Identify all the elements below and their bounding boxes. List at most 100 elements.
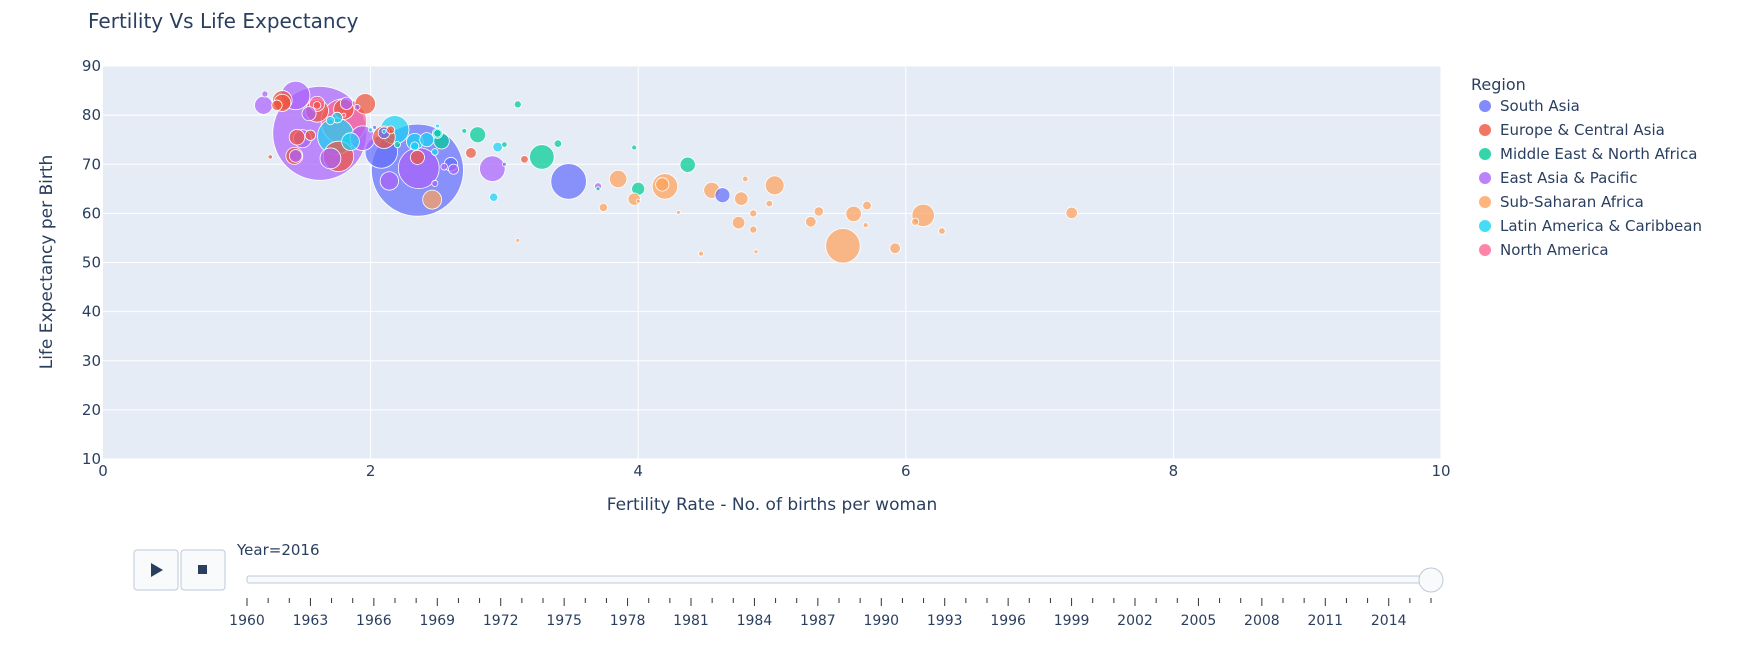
data-point[interactable]	[288, 149, 303, 163]
data-point[interactable]	[501, 161, 507, 167]
data-point[interactable]	[435, 123, 440, 129]
data-point[interactable]	[742, 175, 749, 183]
slider-tick-label[interactable]: 1978	[610, 613, 646, 629]
data-points[interactable]	[254, 80, 1078, 264]
data-point[interactable]	[698, 250, 705, 257]
data-point[interactable]	[631, 144, 638, 151]
data-point[interactable]	[862, 200, 872, 211]
slider-tick-label[interactable]: 1990	[863, 613, 899, 629]
data-point[interactable]	[679, 156, 696, 173]
data-point[interactable]	[515, 237, 521, 243]
data-point[interactable]	[825, 228, 861, 264]
data-point[interactable]	[353, 104, 361, 111]
legend-marker[interactable]	[1479, 244, 1491, 256]
data-point[interactable]	[254, 95, 273, 115]
data-point[interactable]	[749, 225, 758, 234]
year-slider[interactable]: Year=2016 1960 1963 1966 1969 1972 1975 1978 19…	[229, 541, 1444, 629]
data-point[interactable]	[410, 141, 420, 151]
data-point[interactable]	[393, 141, 401, 149]
slider-tick-label[interactable]: 1963	[293, 613, 329, 629]
slider-tick-label[interactable]: 1975	[546, 613, 582, 629]
stop-button[interactable]	[180, 549, 226, 591]
data-point[interactable]	[301, 106, 317, 122]
slider-tick-label[interactable]: 1969	[419, 613, 455, 629]
data-point[interactable]	[655, 177, 670, 192]
legend-label[interactable]: South Asia	[1500, 97, 1580, 115]
data-point[interactable]	[889, 242, 901, 255]
data-point[interactable]	[419, 132, 435, 148]
data-point[interactable]	[271, 99, 283, 111]
data-point[interactable]	[862, 222, 869, 229]
slider-tick-label[interactable]: 1996	[990, 613, 1026, 629]
data-point[interactable]	[319, 147, 342, 170]
data-point[interactable]	[304, 129, 317, 141]
data-point[interactable]	[492, 141, 504, 153]
legend-marker[interactable]	[1479, 172, 1491, 184]
data-point[interactable]	[341, 132, 360, 151]
data-point[interactable]	[753, 249, 759, 255]
legend-label[interactable]: North America	[1500, 241, 1609, 259]
data-point[interactable]	[422, 189, 443, 210]
data-point[interactable]	[595, 186, 601, 192]
data-point[interactable]	[372, 125, 378, 130]
data-point[interactable]	[368, 127, 374, 133]
slider-rail[interactable]	[246, 575, 1432, 584]
data-point[interactable]	[325, 115, 336, 126]
legend-label[interactable]: Sub-Saharan Africa	[1500, 193, 1644, 211]
slider-tick-label[interactable]: 2011	[1307, 613, 1343, 629]
data-point[interactable]	[431, 179, 439, 187]
data-point[interactable]	[354, 93, 376, 115]
slider-tick-label[interactable]: 2008	[1244, 613, 1280, 629]
data-point[interactable]	[440, 162, 448, 171]
slider-tick-label[interactable]: 1960	[229, 613, 265, 629]
data-point[interactable]	[805, 215, 817, 228]
data-point[interactable]	[608, 169, 628, 189]
legend-marker[interactable]	[1479, 148, 1491, 160]
data-point[interactable]	[501, 141, 508, 148]
legend-items[interactable]: South Asia Europe & Central Asia Middle Ea…	[1479, 97, 1702, 259]
data-point[interactable]	[465, 147, 477, 159]
slider-tick-label[interactable]: 1966	[356, 613, 392, 629]
data-point[interactable]	[513, 100, 522, 109]
legend-marker[interactable]	[1479, 124, 1491, 136]
data-point[interactable]	[479, 155, 506, 182]
data-point[interactable]	[938, 227, 946, 235]
slider-tick-label[interactable]: 2002	[1117, 613, 1153, 629]
slider-tick-label[interactable]: 1972	[483, 613, 519, 629]
data-point[interactable]	[381, 128, 387, 134]
data-point[interactable]	[635, 198, 641, 204]
play-button[interactable]	[133, 549, 179, 591]
data-point[interactable]	[765, 199, 774, 208]
data-point[interactable]	[550, 163, 587, 200]
slider-tick-label[interactable]: 1984	[737, 613, 773, 629]
data-point[interactable]	[386, 125, 396, 135]
data-point[interactable]	[288, 129, 306, 146]
data-point[interactable]	[433, 129, 442, 138]
data-point[interactable]	[1065, 206, 1078, 220]
data-point[interactable]	[469, 126, 487, 144]
data-point[interactable]	[675, 209, 681, 215]
slider-tick-label[interactable]: 1987	[800, 613, 836, 629]
data-point[interactable]	[764, 175, 785, 196]
legend-marker[interactable]	[1479, 196, 1491, 208]
data-point[interactable]	[267, 154, 273, 160]
legend-label[interactable]: Middle East & North Africa	[1500, 145, 1697, 163]
data-point[interactable]	[598, 202, 609, 213]
data-point[interactable]	[731, 215, 746, 230]
data-point[interactable]	[734, 191, 749, 206]
legend-label[interactable]: East Asia & Pacific	[1500, 169, 1637, 187]
slider-tick-label[interactable]: 1999	[1054, 613, 1090, 629]
data-point[interactable]	[714, 187, 731, 204]
slider-tick-label[interactable]: 1993	[927, 613, 963, 629]
legend-marker[interactable]	[1479, 100, 1491, 112]
data-point[interactable]	[341, 112, 347, 118]
legend-marker[interactable]	[1479, 220, 1491, 232]
data-point[interactable]	[749, 209, 758, 218]
slider-handle[interactable]	[1418, 567, 1444, 593]
data-point[interactable]	[520, 155, 529, 164]
legend-label[interactable]: Europe & Central Asia	[1500, 121, 1665, 139]
slider-tick-label[interactable]: 2005	[1181, 613, 1217, 629]
data-point[interactable]	[529, 144, 555, 170]
slider-tick-label[interactable]: 1981	[673, 613, 709, 629]
data-point[interactable]	[261, 90, 269, 98]
